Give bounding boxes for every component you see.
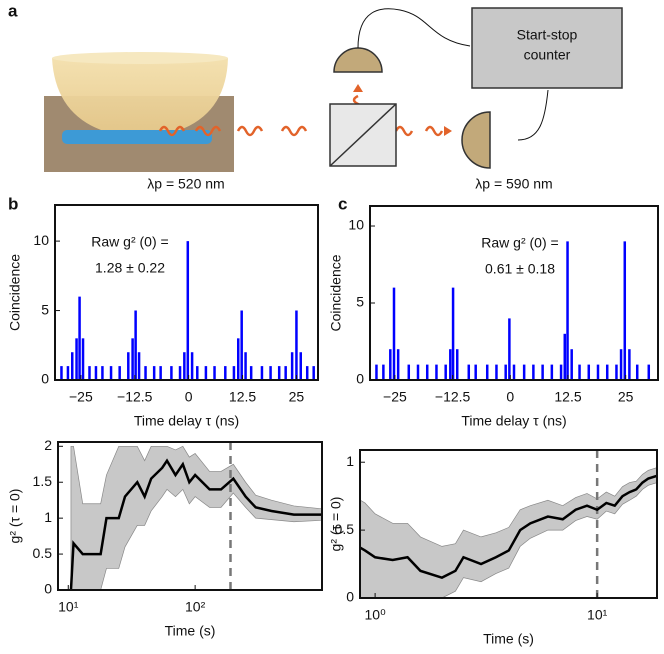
setup-diagram: a Start-stop counter	[8, 1, 623, 172]
panel-label: c	[338, 194, 347, 213]
y-tick-label: 10	[33, 232, 49, 248]
axes-frame	[369, 205, 659, 381]
plot-area	[55, 241, 318, 380]
x-axis-label: Time (s)	[483, 631, 534, 647]
x-tick-label: 25	[289, 389, 305, 405]
arrow	[353, 84, 363, 92]
x-tick-label: 10¹	[58, 599, 79, 615]
y-tick-label: 0	[44, 581, 52, 597]
x-tick-label: −25	[69, 389, 93, 405]
counter-box	[471, 7, 623, 89]
panel-label: b	[8, 194, 18, 213]
detector	[461, 111, 491, 169]
y-tick-label: 0.5	[335, 521, 355, 537]
axes-frame	[54, 204, 319, 381]
confidence-band	[70, 445, 322, 590]
x-tick-label: 10⁰	[365, 607, 387, 623]
x-axis-label: Time delay τ (ns)	[134, 413, 239, 429]
cable	[357, 8, 471, 49]
counter-label: counter	[524, 47, 571, 63]
x-tick-label: −25	[383, 389, 407, 405]
x-tick-label: 0	[185, 389, 193, 405]
splitter-diagonal	[329, 103, 397, 167]
counter-label: Start-stop	[517, 27, 578, 43]
x-tick-label: −12.5	[435, 389, 471, 405]
annotation: Raw g² (0) =	[91, 234, 168, 250]
x-tick-label: 0	[506, 389, 514, 405]
y-tick-label: 0	[356, 371, 364, 387]
sample	[62, 130, 212, 144]
y-tick-label: 5	[41, 301, 49, 317]
lens-top	[52, 52, 228, 64]
x-tick-label: 12.5	[229, 389, 256, 405]
arrow	[444, 126, 452, 136]
axes-frame	[57, 441, 323, 591]
y-axis-label: g² (τ = 0)	[328, 497, 344, 552]
x-tick-label: 12.5	[554, 389, 581, 405]
y-axis-label: Coincidence	[7, 254, 23, 331]
y-tick-label: 10	[348, 217, 364, 233]
confidence-band	[360, 467, 657, 598]
x-tick-label: 25	[618, 389, 634, 405]
cable	[517, 89, 549, 141]
annotation: 1.28 ± 0.22	[95, 260, 165, 276]
annotation: Raw g² (0) =	[481, 235, 558, 251]
detector	[333, 47, 383, 73]
line	[69, 458, 322, 590]
y-tick-label: 1.5	[33, 473, 53, 489]
plot-area	[370, 241, 658, 380]
line	[360, 474, 657, 579]
y-tick-label: 5	[356, 294, 364, 310]
plot-area	[360, 450, 657, 598]
y-tick-label: 1	[44, 509, 52, 525]
x-axis-label: Time (s)	[165, 623, 216, 639]
y-axis-label: g² (τ = 0)	[7, 489, 23, 544]
panel-label: a	[8, 1, 18, 20]
chart-title: λp = 590 nm	[475, 176, 552, 192]
chart-title: λp = 520 nm	[147, 176, 224, 192]
y-tick-label: 2	[44, 437, 52, 453]
y-tick-label: 0	[346, 589, 354, 605]
y-tick-label: 0.5	[33, 545, 53, 561]
x-axis-label: Time delay τ (ns)	[461, 413, 566, 429]
annotation: 0.61 ± 0.18	[485, 261, 555, 277]
y-tick-label: 1	[346, 453, 354, 469]
x-tick-label: 10¹	[587, 607, 608, 623]
y-axis-label: Coincidence	[328, 254, 344, 331]
axes-frame	[359, 449, 658, 599]
y-tick-label: 0	[41, 371, 49, 387]
plot-area	[69, 442, 322, 590]
lens	[52, 58, 228, 138]
x-tick-label: −12.5	[117, 389, 153, 405]
x-tick-label: 10²	[185, 599, 206, 615]
